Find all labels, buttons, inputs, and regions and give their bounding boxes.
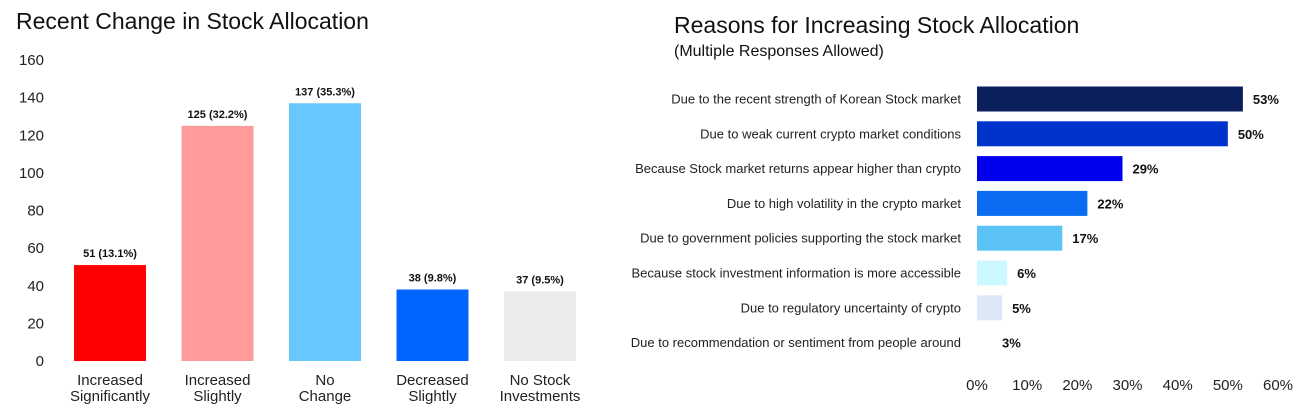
y-tick-label: 60 bbox=[27, 240, 44, 257]
x-tick-label: 60% bbox=[1263, 377, 1293, 394]
bar-data-label: 5% bbox=[1012, 301, 1031, 316]
bar-data-label: 3% bbox=[1002, 336, 1021, 351]
right-chart-title: Reasons for Increasing Stock Allocation bbox=[674, 12, 1080, 38]
x-category-label: Slightly bbox=[193, 388, 242, 405]
x-tick-label: 30% bbox=[1112, 377, 1142, 394]
y-tick-label: 0 bbox=[36, 353, 44, 370]
bar bbox=[977, 156, 1123, 182]
x-category-label: Investments bbox=[500, 388, 581, 405]
x-category-label: No Stock bbox=[510, 372, 571, 389]
bar-data-label: 125 (32.2%) bbox=[188, 109, 248, 121]
right-chart-plot: Due to the recent strength of Korean Sto… bbox=[631, 86, 1293, 394]
y-category-label: Due to high volatility in the crypto mar… bbox=[727, 196, 961, 211]
left-chart-title: Recent Change in Stock Allocation bbox=[16, 8, 369, 34]
bar bbox=[181, 125, 254, 361]
bar bbox=[74, 265, 146, 361]
y-category-label: Due to government policies supporting th… bbox=[640, 231, 961, 246]
x-category-label: No bbox=[315, 372, 334, 389]
bar-data-label: 137 (35.3%) bbox=[295, 86, 355, 98]
bar bbox=[396, 289, 469, 361]
x-category-label: Decreased bbox=[396, 372, 469, 389]
x-tick-label: 0% bbox=[966, 377, 988, 394]
bar bbox=[977, 260, 1008, 286]
x-category-label: Significantly bbox=[70, 388, 151, 405]
y-tick-label: 160 bbox=[19, 52, 44, 69]
y-tick-label: 120 bbox=[19, 127, 44, 144]
bar-data-label: 53% bbox=[1253, 92, 1279, 107]
bar bbox=[977, 190, 1088, 216]
bar bbox=[977, 225, 1063, 251]
right-chart-subtitle: (Multiple Responses Allowed) bbox=[674, 43, 884, 60]
bar bbox=[289, 103, 361, 362]
y-tick-label: 40 bbox=[27, 278, 44, 295]
x-category-label: Slightly bbox=[408, 388, 457, 405]
y-category-label: Due to recommendation or sentiment from … bbox=[631, 335, 961, 350]
bar bbox=[977, 121, 1228, 147]
bar bbox=[504, 291, 576, 361]
y-category-label: Due to regulatory uncertainty of crypto bbox=[741, 300, 961, 315]
x-tick-label: 40% bbox=[1163, 377, 1193, 394]
left-chart-plot: 0 20 40 60 80 100 120 140 160 51 (13.1%) Increased… bbox=[19, 52, 581, 405]
bar bbox=[977, 295, 1003, 321]
y-category-label: Because Stock market returns appear high… bbox=[635, 161, 961, 176]
y-category-label: Due to weak current crypto market condit… bbox=[700, 126, 961, 141]
bar-data-label: 37 (9.5%) bbox=[516, 274, 564, 286]
x-category-label: Increased bbox=[77, 372, 143, 389]
reasons-increasing-chart: Reasons for Increasing Stock Allocation … bbox=[600, 0, 1316, 416]
y-tick-label: 80 bbox=[27, 203, 44, 220]
y-tick-label: 100 bbox=[19, 165, 44, 182]
bar-data-label: 17% bbox=[1072, 231, 1098, 246]
stock-allocation-change-chart: Recent Change in Stock Allocation 0 20 40 6… bbox=[0, 0, 600, 416]
y-tick-label: 20 bbox=[27, 315, 44, 332]
bar-data-label: 6% bbox=[1017, 266, 1036, 281]
x-category-label: Increased bbox=[185, 372, 251, 389]
x-tick-label: 10% bbox=[1012, 377, 1042, 394]
bar bbox=[977, 86, 1243, 112]
y-tick-label: 140 bbox=[19, 90, 44, 107]
bar-data-label: 22% bbox=[1097, 196, 1123, 211]
bar bbox=[977, 330, 993, 356]
bar-data-label: 51 (13.1%) bbox=[83, 248, 137, 260]
y-category-label: Because stock investment information is … bbox=[632, 266, 961, 281]
x-tick-label: 50% bbox=[1213, 377, 1243, 394]
bar-data-label: 38 (9.8%) bbox=[409, 273, 457, 285]
y-category-label: Due to the recent strength of Korean Sto… bbox=[671, 92, 961, 107]
x-category-label: Change bbox=[299, 388, 352, 405]
bar-data-label: 29% bbox=[1132, 162, 1158, 177]
x-tick-label: 20% bbox=[1062, 377, 1092, 394]
bar-data-label: 50% bbox=[1238, 127, 1264, 142]
